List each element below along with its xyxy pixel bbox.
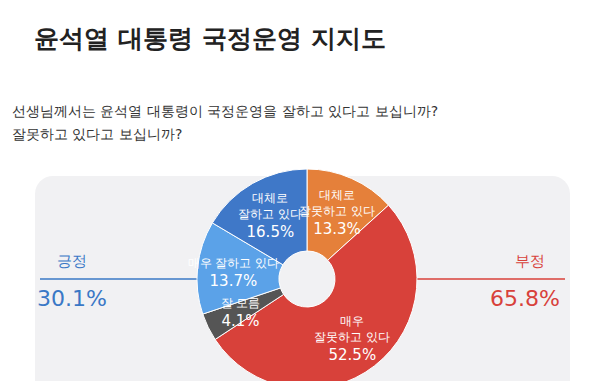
svg-text:30.1%: 30.1%	[37, 286, 107, 311]
html-text:잘못하고 있다고 보십니까?: 잘못하고 있다고 보십니까?	[12, 126, 183, 142]
svg-text:부정: 부정	[515, 252, 545, 270]
html-text:윤석열 대통령 국정운영 지지도: 윤석열 대통령 국정운영 지지도	[34, 24, 386, 53]
svg-text:매우 잘하고 있다13.7%: 매우 잘하고 있다13.7%	[188, 256, 280, 290]
svg-text:매우잘못하고 있다52.5%: 매우잘못하고 있다52.5%	[314, 314, 390, 364]
html-text:선생님께서는 윤석열 대통령이 국정운영을 잘하고 있다고: 선생님께서는 윤석열 대통령이 국정운영을 잘하고 있다고 보십니까?	[12, 103, 439, 119]
svg-text:65.8%: 65.8%	[490, 286, 560, 311]
svg-text:긍정: 긍정	[57, 252, 87, 270]
svg-text:잘 모름4.1%: 잘 모름4.1%	[221, 296, 261, 330]
svg-text:대체로잘하고 있다16.5%: 대체로잘하고 있다16.5%	[238, 191, 302, 241]
svg-text:대체로잘못하고 있다13.3%: 대체로잘못하고 있다13.3%	[299, 188, 375, 238]
